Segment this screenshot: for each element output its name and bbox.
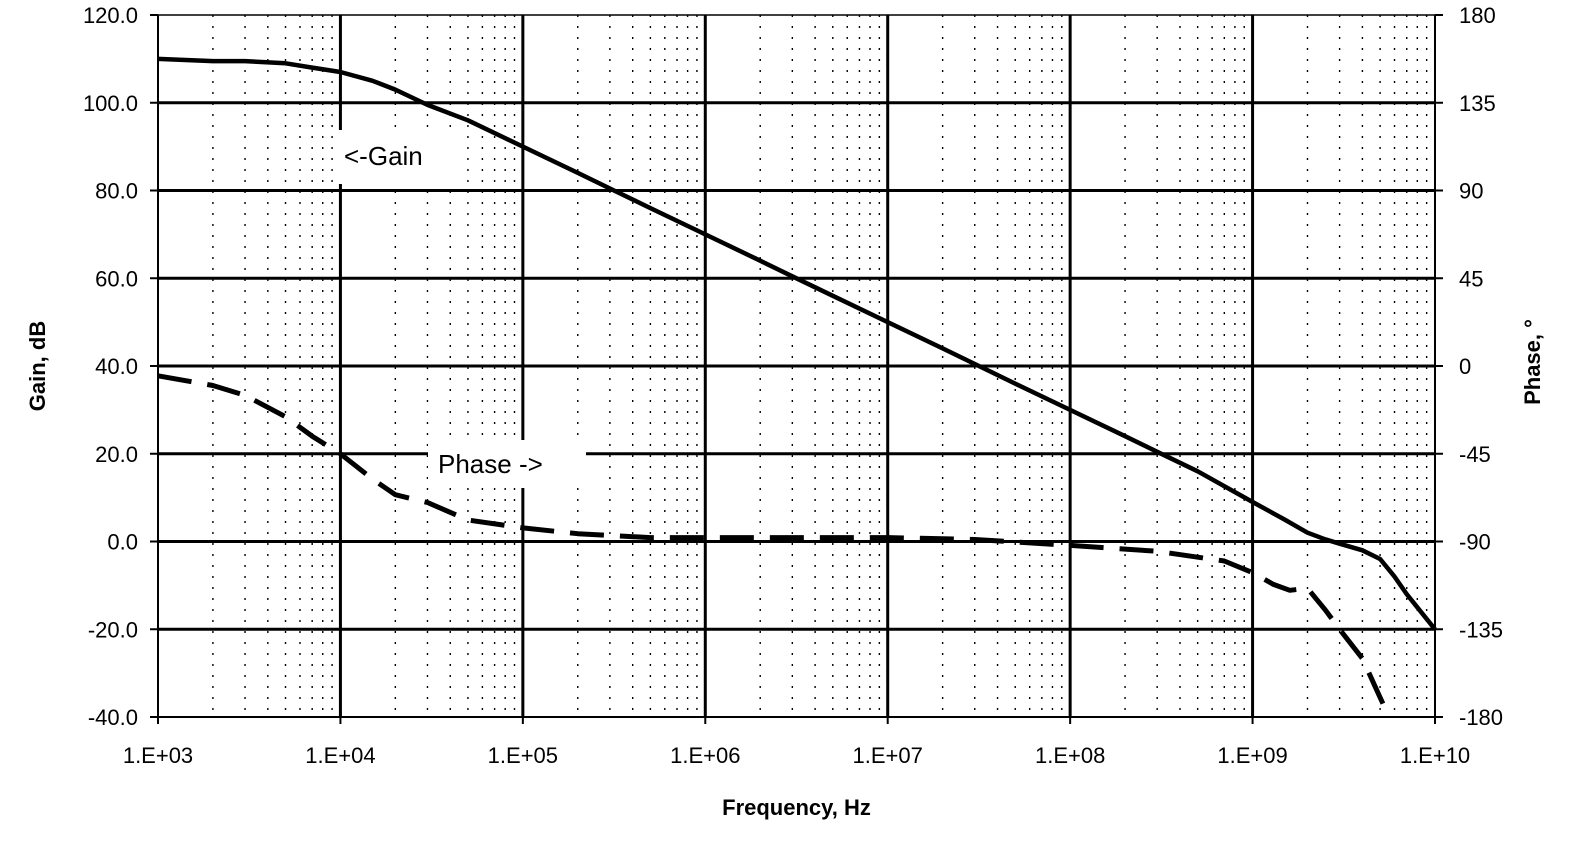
minor-grid: [212, 15, 1428, 717]
gain-annotation: <-Gain: [344, 141, 423, 171]
y-right-tick-label: 90: [1459, 179, 1483, 204]
y-right-tick-label: 135: [1459, 91, 1496, 116]
gain-series-line: [157, 56, 1437, 631]
y-left-axis-title: Gain, dB: [25, 321, 50, 411]
y-left-tick-label: 80.0: [95, 179, 138, 204]
x-tick-label: 1.E+07: [853, 743, 923, 768]
y-right-tick-label: 0: [1459, 354, 1471, 379]
x-tick-label: 1.E+06: [670, 743, 740, 768]
x-tick-label: 1.E+10: [1400, 743, 1470, 768]
y-right-axis-title: Phase, °: [1520, 319, 1545, 405]
major-grid: [158, 15, 1435, 717]
phase-annotation: Phase ->: [438, 449, 543, 479]
y-right-tick-label: -90: [1459, 530, 1491, 555]
x-tick-label: 1.E+05: [488, 743, 558, 768]
y-right-tick-label: -45: [1459, 442, 1491, 467]
annotations: <-Gain Phase ->: [334, 130, 586, 488]
y-left-tick-label: 100.0: [83, 91, 138, 116]
y-left-tick-label: 20.0: [95, 442, 138, 467]
gain-annotation-background: [334, 130, 458, 184]
axis-ticks: 1.E+03 1.E+04 1.E+05 1.E+06 1.E+07 1.E+08 1.E+…: [83, 3, 1503, 768]
y-right-tick-label: 45: [1459, 266, 1483, 291]
x-tick-label: 1.E+09: [1217, 743, 1287, 768]
x-tick-label: 1.E+03: [123, 743, 193, 768]
y-right-tick-label: 180: [1459, 3, 1496, 28]
series-layer: [157, 56, 1437, 719]
y-left-tick-label: 120.0: [83, 3, 138, 28]
y-left-tick-label: -20.0: [88, 617, 138, 642]
phase-annotation-background: [428, 440, 586, 488]
y-left-tick-label: 40.0: [95, 354, 138, 379]
phase-series-line: [157, 373, 1392, 719]
y-right-tick-label: -180: [1459, 705, 1503, 730]
y-left-tick-label: 60.0: [95, 266, 138, 291]
y-left-tick-label: 0.0: [107, 530, 138, 555]
y-left-tick-label: -40.0: [88, 705, 138, 730]
y-right-tick-label: -135: [1459, 617, 1503, 642]
x-tick-label: 1.E+04: [305, 743, 375, 768]
x-tick-label: 1.E+08: [1035, 743, 1105, 768]
x-axis-title: Frequency, Hz: [722, 795, 871, 820]
